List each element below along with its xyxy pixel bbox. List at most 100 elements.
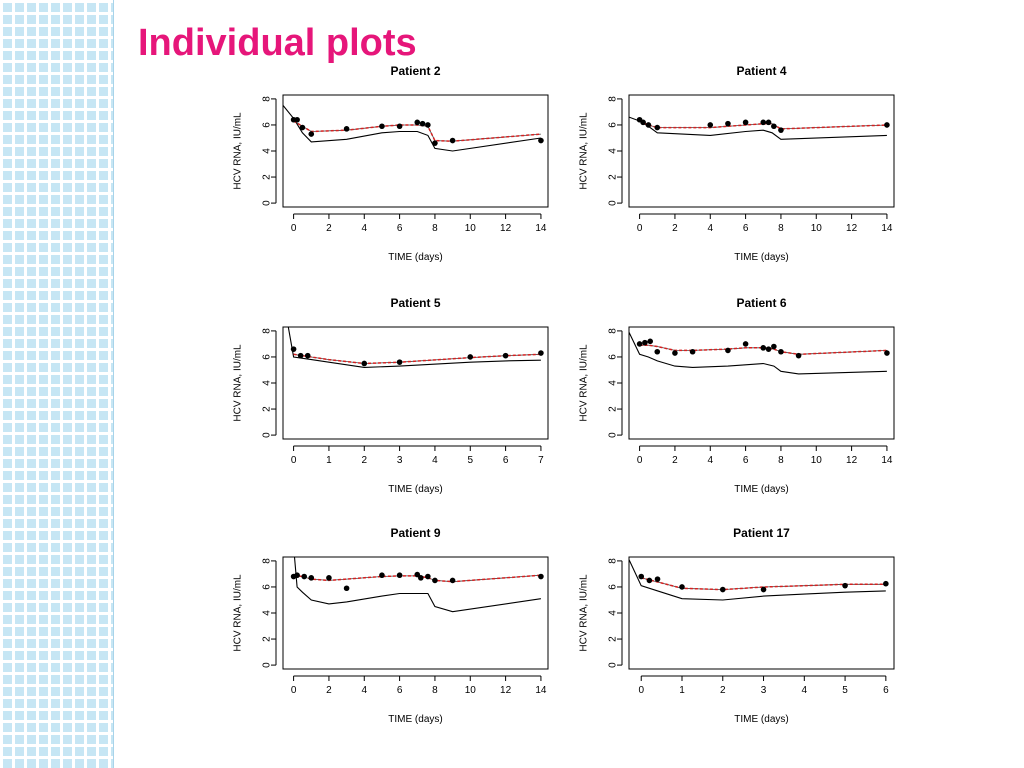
chart-panel: Patient 6 0 2 4 6 8 10 12 14 0 2 4 6 8 TIME (days) HCV … xyxy=(579,296,895,495)
observed-point xyxy=(760,119,767,126)
x-tick-label: 6 xyxy=(743,223,749,234)
x-tick-label: 6 xyxy=(397,685,403,696)
observed-point xyxy=(884,350,890,356)
observed-point xyxy=(760,586,767,593)
x-tick-label: 4 xyxy=(432,455,438,466)
observed-point xyxy=(725,347,731,354)
y-axis-label: HCV RNA, IU/mL xyxy=(579,112,590,190)
x-tick-label: 0 xyxy=(291,455,297,466)
observed-point xyxy=(642,339,648,346)
x-tick-label: 2 xyxy=(361,455,367,466)
observed-point xyxy=(396,572,403,579)
x-tick-label: 0 xyxy=(637,223,643,234)
chart-panel: Patient 5 0 1 2 3 4 5 6 7 0 2 4 6 8 TIME (days) HCV RNA… xyxy=(233,296,549,495)
individual-fit-line xyxy=(293,353,541,365)
plot-frame xyxy=(282,556,549,670)
chart-title: Patient 5 xyxy=(390,296,440,310)
x-tick-label: 14 xyxy=(881,455,893,466)
observed-point xyxy=(297,352,304,359)
observed-point xyxy=(379,572,385,579)
observed-point xyxy=(467,354,474,360)
chart-title: Patient 17 xyxy=(733,526,790,540)
observed-point xyxy=(742,341,749,347)
x-tick-label: 14 xyxy=(881,223,893,234)
observed-point xyxy=(304,352,311,359)
chart-title: Patient 2 xyxy=(390,64,440,78)
observed-point xyxy=(414,571,421,578)
decorative-side-strip xyxy=(0,0,114,768)
y-tick-label: 6 xyxy=(262,354,273,360)
y-axis-label: HCV RNA, IU/mL xyxy=(579,574,590,652)
x-tick-label: 6 xyxy=(397,223,403,234)
observed-point xyxy=(502,352,509,359)
y-axis-label: HCV RNA, IU/mL xyxy=(233,344,244,422)
x-tick-label: 3 xyxy=(397,455,403,466)
individual-fit-line xyxy=(293,120,541,142)
x-tick-label: 10 xyxy=(465,685,477,696)
series-group xyxy=(629,116,887,140)
chart-panel: Patient 4 0 2 4 6 8 10 12 14 0 2 4 6 8 TIME (days) HCV … xyxy=(579,64,895,263)
individual-fit-line xyxy=(639,344,887,356)
series-group xyxy=(283,105,541,152)
observed-point xyxy=(795,352,802,359)
x-tick-label: 6 xyxy=(883,685,889,696)
x-tick-label: 2 xyxy=(720,685,726,696)
x-tick-label: 5 xyxy=(467,455,473,466)
observed-point xyxy=(419,120,426,127)
x-tick-label: 0 xyxy=(291,685,297,696)
y-tick-label: 8 xyxy=(608,558,619,564)
x-tick-label: 7 xyxy=(538,455,544,466)
observed-point xyxy=(538,137,544,144)
observed-point xyxy=(290,346,297,352)
x-tick-label: 10 xyxy=(465,223,477,234)
observed-point xyxy=(396,359,403,365)
x-tick-label: 5 xyxy=(842,685,848,696)
x-tick-label: 0 xyxy=(291,223,297,234)
observed-point xyxy=(449,137,456,144)
observed-point xyxy=(308,575,315,581)
observed-point xyxy=(645,122,652,128)
y-tick-label: 4 xyxy=(262,380,273,386)
y-tick-label: 8 xyxy=(608,328,619,334)
y-tick-label: 6 xyxy=(262,122,273,128)
y-tick-label: 6 xyxy=(262,584,273,590)
observed-point xyxy=(432,140,438,146)
chart-panel: Patient 17 0 1 2 3 4 5 6 0 2 4 6 8 TIME (days) HCV RNA… xyxy=(579,526,895,725)
x-tick-label: 3 xyxy=(761,685,767,696)
x-tick-label: 4 xyxy=(707,455,713,466)
y-tick-label: 0 xyxy=(262,432,273,438)
observed-point xyxy=(771,343,777,350)
x-axis-label: TIME (days) xyxy=(734,484,788,495)
observed-point xyxy=(771,123,777,130)
chart-panel: Patient 2 0 2 4 6 8 10 12 14 0 2 4 6 8 TIME (days) HCV … xyxy=(233,64,549,263)
chart-title: Patient 6 xyxy=(736,296,786,310)
x-tick-label: 14 xyxy=(535,685,547,696)
observed-point xyxy=(672,350,678,356)
x-tick-label: 12 xyxy=(500,223,512,234)
series-group xyxy=(629,331,887,375)
y-tick-label: 8 xyxy=(262,558,273,564)
population-fit-line xyxy=(629,331,887,375)
series-group xyxy=(287,327,541,368)
observed-point xyxy=(719,586,726,593)
plot-frame xyxy=(282,94,549,208)
x-axis-label: TIME (days) xyxy=(388,484,442,495)
x-axis-label: TIME (days) xyxy=(734,714,788,725)
x-tick-label: 2 xyxy=(326,223,332,234)
plot-frame xyxy=(628,94,895,208)
observed-point xyxy=(707,122,714,128)
x-axis-label: TIME (days) xyxy=(388,252,442,263)
y-tick-label: 2 xyxy=(262,406,273,412)
x-axis-label: TIME (days) xyxy=(388,714,442,725)
x-tick-label: 1 xyxy=(679,685,685,696)
observed-point xyxy=(778,127,784,133)
x-tick-label: 10 xyxy=(811,455,823,466)
x-tick-label: 14 xyxy=(535,223,547,234)
y-tick-label: 6 xyxy=(608,354,619,360)
observed-point xyxy=(647,338,653,345)
chart-panel: Patient 9 0 2 4 6 8 10 12 14 0 2 4 6 8 TIME (days) HCV … xyxy=(233,526,549,725)
observed-point xyxy=(326,575,332,581)
observed-point xyxy=(308,131,315,137)
observed-point xyxy=(294,116,300,123)
plot-frame xyxy=(282,326,549,440)
